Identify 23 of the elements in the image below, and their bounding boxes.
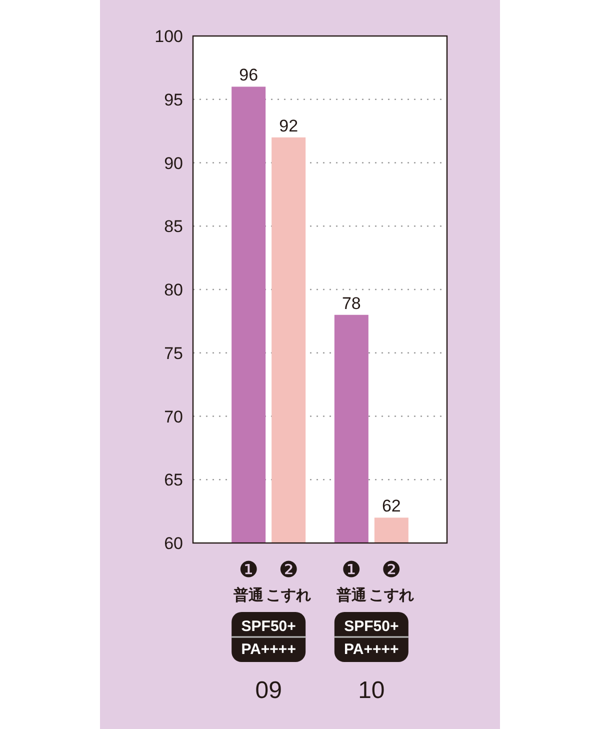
series-label: ❷ こすれ [266,557,312,604]
y-tick-label: 90 [164,154,183,173]
y-tick-label: 80 [164,280,183,300]
series-label: ❶ 普通 [232,557,265,604]
y-tick-label: 85 [164,217,183,236]
y-tick-label: 70 [164,407,183,426]
text: PA++++ [344,641,400,658]
y-tick-label: 65 [164,470,183,490]
x-tick-label: 09 [255,677,282,704]
x-tick-label: 10 [358,677,385,704]
text: ❷ こすれ [368,557,414,604]
y-tick-label: 100 [154,27,183,46]
text: ❶ 普通 [336,557,366,604]
data-label: 92 [279,116,298,136]
data-label: 78 [342,294,361,313]
data-label: 96 [239,66,258,85]
y-tick-label: 95 [164,90,183,110]
y-tick-label: 75 [164,344,183,363]
data-label: 62 [382,496,401,516]
text: SPF50+ [241,618,296,635]
text: SPF50+ [344,618,399,635]
y-tick-label: 60 [164,534,183,553]
text: PA++++ [241,641,296,658]
